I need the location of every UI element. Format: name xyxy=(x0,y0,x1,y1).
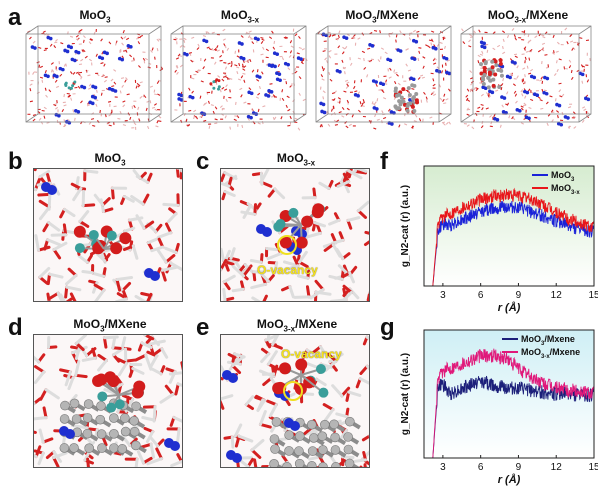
title-rest: /MXene xyxy=(526,8,569,22)
series-line-0 xyxy=(432,200,595,287)
snapshot-b xyxy=(33,168,183,302)
moo3-cluster xyxy=(209,78,221,91)
n2-atoms xyxy=(41,182,160,281)
simulation-box-moo3 xyxy=(22,24,167,134)
x-tick-label: 9 xyxy=(516,290,522,301)
title-base: MoO xyxy=(345,8,373,22)
x-axis-label: r (Å) xyxy=(498,473,521,486)
legend-label: MoO3/Mxene xyxy=(521,334,575,347)
mxene-cluster xyxy=(393,83,420,114)
vacancy-annotation: O-vacancy xyxy=(281,347,342,361)
snapshot-e-title: MoO3-x/MXene xyxy=(222,317,372,333)
n2-molecules xyxy=(177,36,303,120)
row-a-title-3: MoO3/MXene xyxy=(312,8,452,24)
title-sub: 3 xyxy=(372,15,377,25)
mxene-slab xyxy=(59,398,148,457)
box-outline xyxy=(315,25,452,123)
snapshot-b-title: MoO3 xyxy=(40,151,180,167)
title-sub: 3-x xyxy=(514,15,527,25)
title-rest: /MXene xyxy=(295,317,338,331)
title-sub: 3-x xyxy=(283,324,296,334)
panel-label-g: g xyxy=(380,314,395,341)
snapshot-c: O-vacancy xyxy=(220,168,370,302)
n2-atoms xyxy=(222,370,300,463)
x-tick-label: 3 xyxy=(440,462,446,473)
water-molecules xyxy=(27,28,164,130)
y-axis-label: g_N2-cat (r) (a.u.) xyxy=(400,353,411,435)
vacancy-annotation: O-vacancy xyxy=(257,263,318,277)
simulation-box-moo3x-mxene xyxy=(457,24,597,134)
title-base: MoO xyxy=(220,8,248,22)
moo3-cluster xyxy=(64,80,77,90)
row-a-title-4: MoO3-x/MXene xyxy=(456,8,600,24)
row-a-title-2: MoO3-x xyxy=(175,8,305,24)
x-tick-label: 6 xyxy=(478,462,484,473)
box-outline xyxy=(25,25,162,123)
title-sub: 3 xyxy=(121,158,126,168)
panel-label-f: f xyxy=(380,148,388,175)
panel-label-a: a xyxy=(8,4,22,31)
mxene-slab xyxy=(269,416,361,467)
simulation-box-moo3x xyxy=(167,24,312,134)
x-tick-label: 3 xyxy=(440,290,446,301)
panel-label-d: d xyxy=(8,314,23,341)
n2-molecules xyxy=(319,32,452,126)
x-tick-label: 12 xyxy=(551,290,563,301)
legend-label: MoO3-x xyxy=(551,183,580,196)
moo3-cluster xyxy=(73,225,132,255)
title-base: MoO xyxy=(73,317,101,331)
n2-molecules xyxy=(30,35,133,125)
title-sub: 3-x xyxy=(303,158,316,168)
series-line-1 xyxy=(432,187,595,287)
moo3-cluster xyxy=(273,203,326,249)
title-rest: /MXene xyxy=(104,317,147,331)
rdf-chart-g: 3 6 9 12 15 r (Å) g_N2-cat (r) (a.u.) MoO3/Mxen… xyxy=(400,329,598,486)
title-base: MoO xyxy=(256,317,284,331)
series-line-1 xyxy=(432,348,595,459)
x-tick-label: 15 xyxy=(588,290,598,301)
legend-label: MoO3-x/Mxene xyxy=(521,347,580,360)
moo3-cluster xyxy=(92,371,146,413)
title-base: MoO xyxy=(94,151,122,165)
mxene-cluster xyxy=(479,58,504,90)
x-tick-label: 12 xyxy=(551,462,563,473)
moo3-cluster xyxy=(272,358,329,398)
snapshot-c-title: MoO3-x xyxy=(226,151,366,167)
snapshot-d-title: MoO3/MXene xyxy=(40,317,180,333)
y-axis-label: g_N2-cat (r) (a.u.) xyxy=(400,185,411,267)
row-a-title-1: MoO3 xyxy=(30,8,160,24)
simulation-box-moo3-mxene xyxy=(312,24,457,134)
panel-label-e: e xyxy=(196,314,210,341)
title-base: MoO xyxy=(487,8,515,22)
rdf-chart-f: 3 6 9 12 15 r (Å) g_N2-cat (r) (a.u.) MoO3MoO3-… xyxy=(400,165,598,314)
vacancy-circle xyxy=(277,235,297,255)
plot-frame xyxy=(423,329,595,459)
box-outline xyxy=(170,25,307,123)
title-sub: 3 xyxy=(106,15,111,25)
legend-label: MoO3 xyxy=(551,170,575,183)
box-outline xyxy=(460,25,592,123)
x-tick-label: 9 xyxy=(516,462,522,473)
water-sticks xyxy=(34,335,182,467)
title-sub: 3-x xyxy=(247,15,260,25)
title-sub: 3 xyxy=(100,324,105,334)
plot-frame xyxy=(423,165,595,287)
snapshot-d xyxy=(33,334,183,468)
x-axis-label: r (Å) xyxy=(498,301,521,314)
x-tick-label: 15 xyxy=(588,462,598,473)
x-tick-label: 6 xyxy=(478,290,484,301)
title-base: MoO xyxy=(79,8,107,22)
vacancy-circle xyxy=(283,381,303,401)
n2-atoms xyxy=(59,426,180,451)
panel-label-c: c xyxy=(196,148,210,175)
title-base: MoO xyxy=(276,151,304,165)
panel-label-b: b xyxy=(8,148,23,175)
title-rest: /MXene xyxy=(376,8,419,22)
water-sticks xyxy=(221,169,369,301)
snapshot-e: O-vacancy xyxy=(220,334,370,468)
